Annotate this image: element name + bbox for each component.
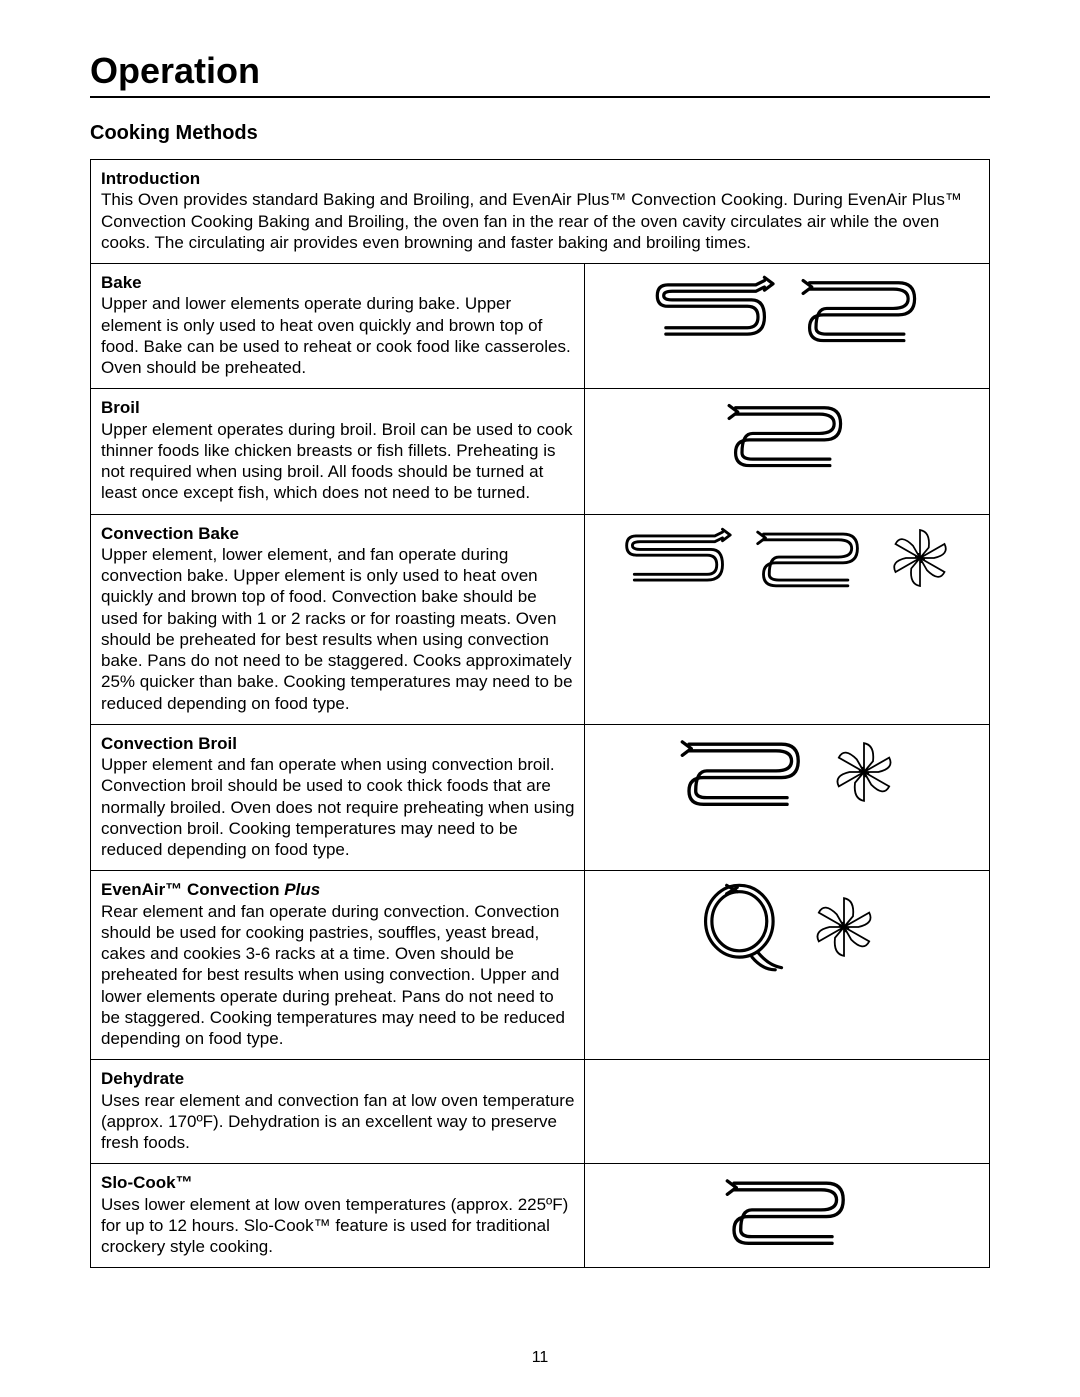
method-text-evenair: EvenAir™ Convection Plus Rear element an… — [91, 871, 585, 1060]
method-diagram-convbake — [585, 514, 990, 724]
lower-element-icon — [752, 524, 867, 592]
intro-cell: Introduction This Oven provides standard… — [91, 160, 990, 264]
method-heading: Broil — [101, 398, 140, 417]
fan-icon — [885, 523, 955, 593]
page-title: Operation — [90, 50, 990, 98]
lower-element-icon — [722, 397, 852, 472]
method-text-slocook: Slo-Cook™ Uses lower element at low oven… — [91, 1164, 585, 1268]
lower-element-icon — [720, 1172, 855, 1250]
method-heading: EvenAir™ Convection Plus — [101, 880, 320, 899]
page-number: 11 — [0, 1349, 1080, 1367]
method-body: Rear element and fan operate during conv… — [101, 902, 565, 1049]
intro-heading: Introduction — [101, 169, 200, 188]
method-text-broil: Broil Upper element operates during broi… — [91, 389, 585, 514]
method-body: Uses rear element and convection fan at … — [101, 1091, 574, 1153]
method-heading: Bake — [101, 273, 142, 292]
method-text-bake: Bake Upper and lower elements operate du… — [91, 264, 585, 389]
method-body: Upper and lower elements operate during … — [101, 294, 571, 377]
method-body: Upper element and fan operate when using… — [101, 755, 574, 859]
method-text-dehydrate: Dehydrate Uses rear element and convecti… — [91, 1060, 585, 1164]
upper-element-icon — [648, 272, 778, 347]
fan-icon — [828, 736, 900, 808]
rear-ring-element-icon — [695, 879, 790, 974]
intro-body: This Oven provides standard Baking and B… — [101, 190, 962, 252]
method-body: Upper element, lower element, and fan op… — [101, 545, 573, 713]
method-diagram-slocook — [585, 1164, 990, 1268]
method-diagram-dehydrate — [585, 1060, 990, 1164]
lower-element-icon — [675, 733, 810, 811]
method-body: Uses lower element at low oven temperatu… — [101, 1195, 568, 1257]
method-text-convbroil: Convection Broil Upper element and fan o… — [91, 724, 585, 871]
method-text-convbake: Convection Bake Upper element, lower ele… — [91, 514, 585, 724]
upper-element-icon — [619, 524, 734, 592]
cooking-methods-table: Introduction This Oven provides standard… — [90, 159, 990, 1268]
method-diagram-broil — [585, 389, 990, 514]
lower-element-icon — [796, 272, 926, 347]
section-title: Cooking Methods — [90, 122, 990, 145]
fan-icon — [808, 891, 880, 963]
method-body: Upper element operates during broil. Bro… — [101, 420, 573, 503]
method-heading: Dehydrate — [101, 1069, 184, 1088]
method-heading: Slo-Cook™ — [101, 1173, 193, 1192]
method-heading: Convection Broil — [101, 734, 237, 753]
method-diagram-evenair — [585, 871, 990, 1060]
method-diagram-bake — [585, 264, 990, 389]
method-heading: Convection Bake — [101, 524, 239, 543]
method-diagram-convbroil — [585, 724, 990, 871]
